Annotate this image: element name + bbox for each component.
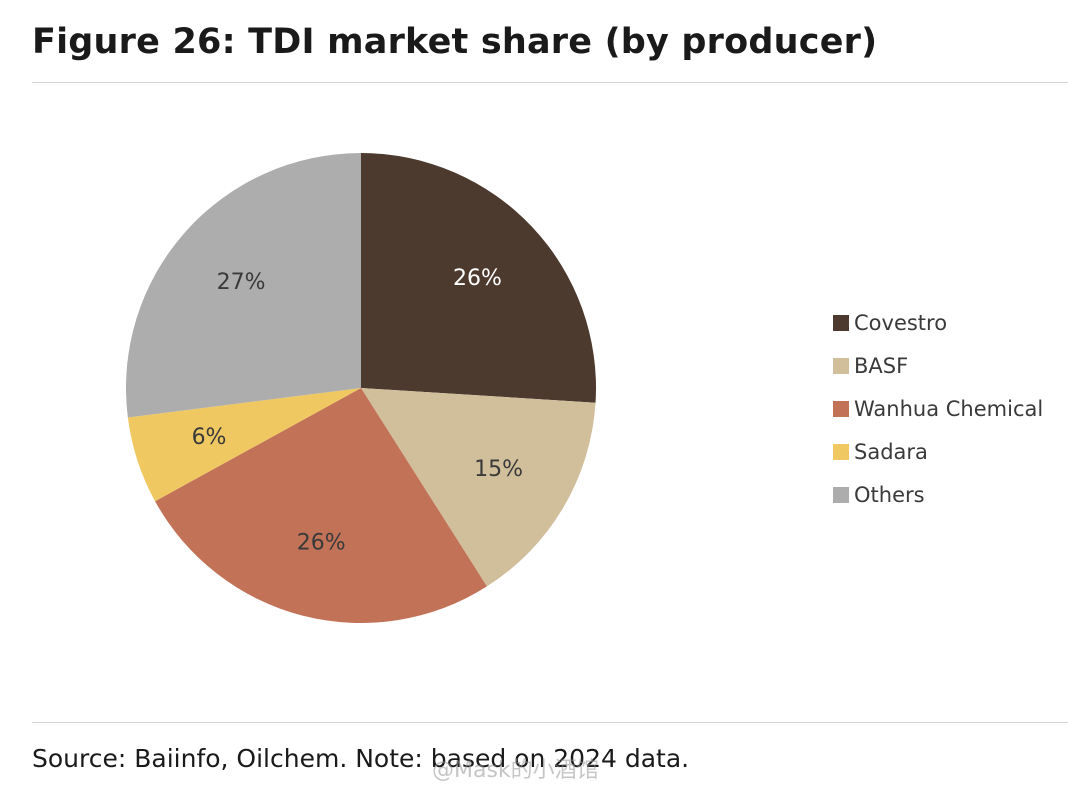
- pie-slice-others: [125, 153, 361, 418]
- legend-swatch: [833, 443, 849, 460]
- chart-legend: Covestro BASF Wanhua Chemical Sadara Others: [833, 301, 1043, 516]
- legend-item-covestro: Covestro: [833, 301, 1043, 344]
- data-label-basf: 15%: [474, 457, 523, 482]
- source-divider: [32, 722, 1068, 723]
- pie-slice-wanhua-chemical: [155, 388, 487, 623]
- legend-label: Wanhua Chemical: [854, 396, 1044, 421]
- title-divider: [32, 82, 1068, 83]
- pie-slice-covestro: [361, 153, 596, 403]
- legend-label: Covestro: [854, 310, 948, 335]
- legend-item-others: Others: [833, 473, 1043, 516]
- source-note: Source: Baiinfo, Oilchem. Note: based on…: [32, 744, 690, 773]
- pie-slice-basf: [361, 388, 596, 587]
- legend-swatch: [833, 486, 849, 503]
- data-label-wanhua-chemical: 26%: [297, 530, 346, 555]
- data-label-covestro: 26%: [453, 266, 502, 291]
- data-label-others: 27%: [217, 270, 266, 295]
- legend-item-basf: BASF: [833, 344, 1043, 387]
- legend-item-wanhua-chemical: Wanhua Chemical: [833, 387, 1043, 430]
- pie-slice-sadara: [127, 388, 361, 502]
- legend-item-sadara: Sadara: [833, 430, 1043, 473]
- data-label-sadara: 6%: [192, 425, 227, 450]
- legend-label: BASF: [854, 353, 909, 378]
- legend-swatch: [833, 314, 849, 331]
- legend-label: Others: [854, 482, 925, 507]
- legend-swatch: [833, 400, 849, 417]
- legend-label: Sadara: [854, 439, 928, 464]
- chart-title: Figure 26: TDI market share (by producer…: [32, 22, 878, 62]
- legend-swatch: [833, 357, 849, 374]
